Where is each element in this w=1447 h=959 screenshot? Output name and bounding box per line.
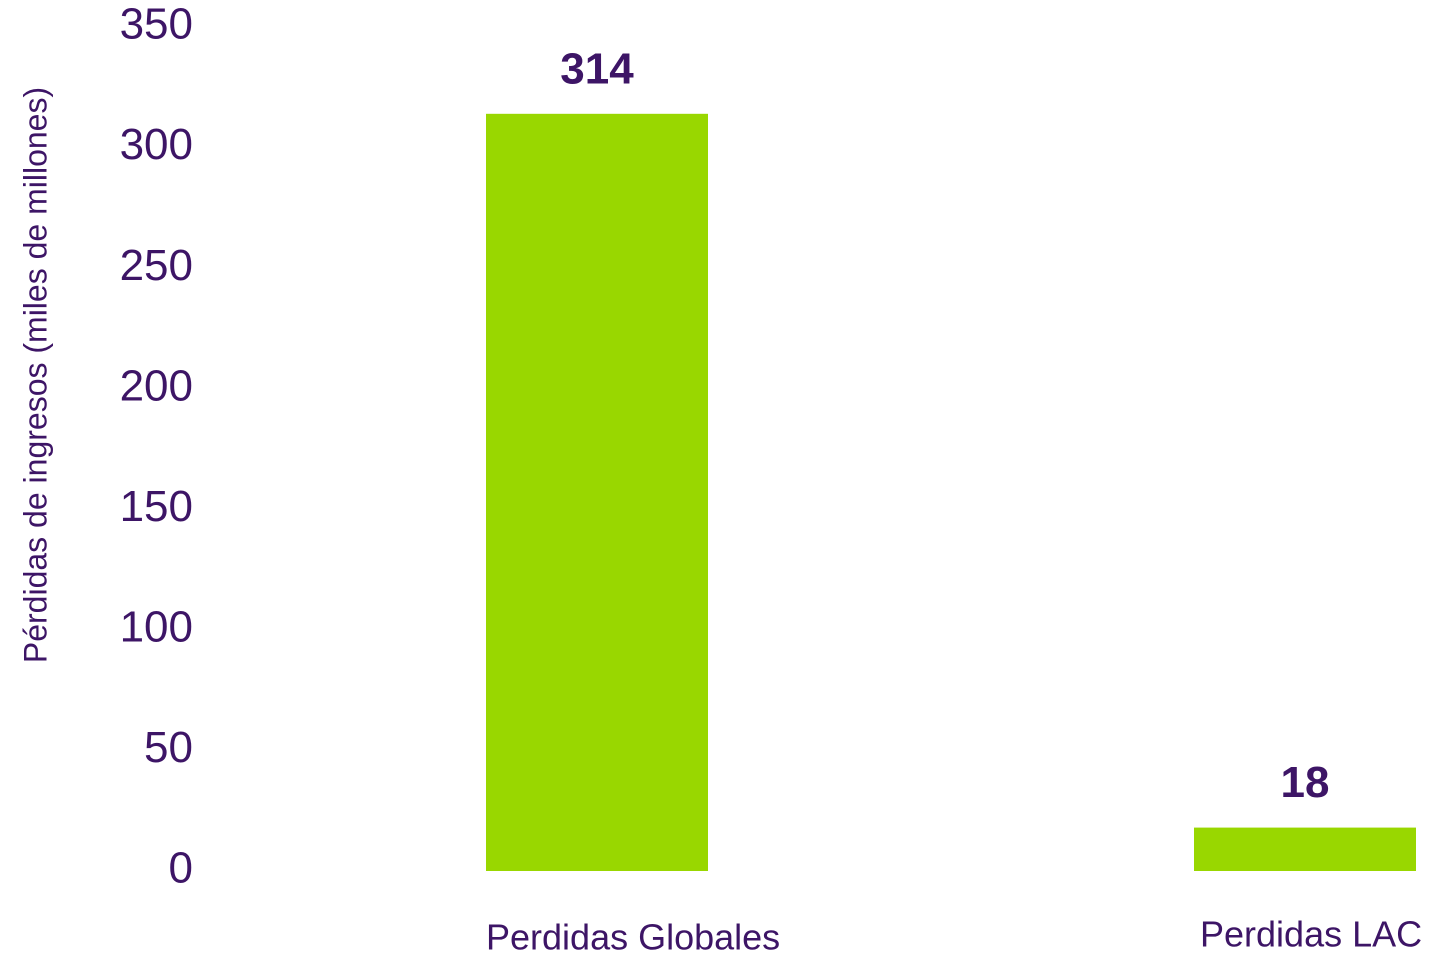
value-label: 314: [560, 44, 634, 93]
value-label: 18: [1281, 758, 1330, 807]
y-axis-title: Pérdidas de ingresos (miles de millones): [17, 87, 53, 663]
y-tick-label: 150: [120, 482, 193, 531]
y-tick-label: 100: [120, 602, 193, 651]
y-tick-label: 50: [144, 723, 193, 772]
bar: [1194, 827, 1416, 871]
y-tick-label: 200: [120, 361, 193, 410]
x-tick-label: Perdidas LAC: [1200, 914, 1422, 955]
y-tick-label: 0: [169, 844, 193, 893]
y-tick-label: 350: [120, 0, 193, 49]
x-tick-label: Perdidas Globales: [486, 917, 780, 958]
bar: [486, 113, 708, 872]
y-tick-label: 250: [120, 241, 193, 290]
y-tick-label: 300: [120, 120, 193, 169]
